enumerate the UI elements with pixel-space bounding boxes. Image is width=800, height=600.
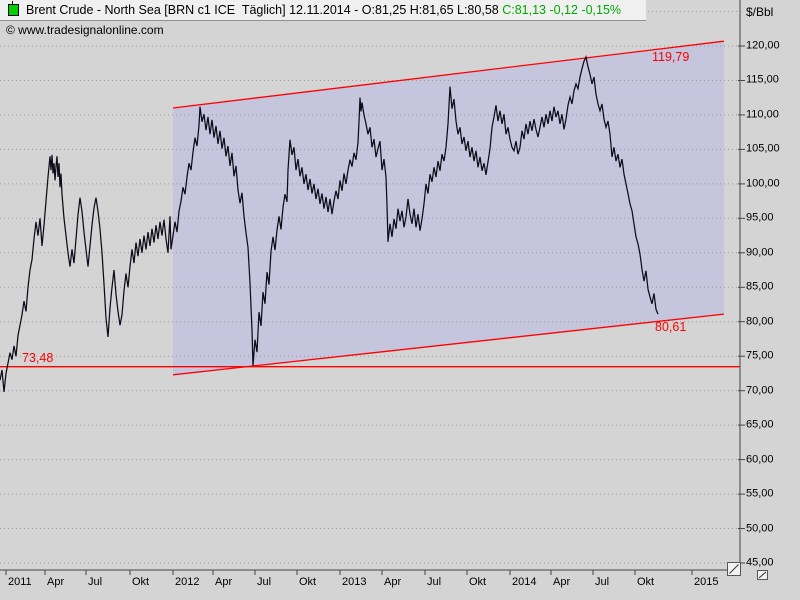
price-axis-label[interactable]: 85,00 (746, 280, 774, 293)
time-axis-label[interactable]: Okt (132, 576, 150, 588)
price-axis-label[interactable]: 45,00 (746, 556, 774, 569)
plot-resize-handle[interactable] (727, 562, 741, 576)
time-axis-label[interactable]: 2013 (342, 576, 367, 588)
price-axis-label[interactable]: 80,00 (746, 315, 774, 328)
chart-title-main: Brent Crude - North Sea [BRN c1 ICE Tägl… (26, 3, 503, 17)
price-axis-label[interactable]: 120,00 (746, 39, 780, 52)
time-axis-label[interactable]: 2015 (694, 576, 719, 588)
time-axis-label[interactable]: Jul (427, 576, 442, 588)
price-axis-label[interactable]: 95,00 (746, 211, 774, 224)
time-axis-label[interactable]: Okt (469, 576, 487, 588)
axis-resize-handle[interactable] (757, 570, 768, 580)
time-axis-label[interactable]: 2012 (175, 576, 200, 588)
trend-line-lower[interactable] (172, 313, 725, 376)
price-axis-label[interactable]: 90,00 (746, 246, 774, 259)
trend-channel-fill (173, 41, 724, 375)
time-axis-label[interactable]: Apr (553, 576, 571, 588)
price-annotation: 73,48 (22, 351, 54, 365)
time-axis-label[interactable]: 2014 (512, 576, 537, 588)
price-axis-label[interactable]: 100,00 (746, 177, 780, 190)
price-unit-label: $/Bbl (746, 5, 774, 19)
trend-line-upper[interactable] (172, 40, 725, 109)
time-axis-label[interactable]: Jul (88, 576, 103, 588)
price-annotation: 80,61 (655, 320, 687, 334)
price-axis-label[interactable]: 75,00 (746, 349, 774, 362)
time-axis-label[interactable]: Okt (637, 576, 655, 588)
title-bar[interactable]: Brent Crude - North Sea [BRN c1 ICE Tägl… (0, 0, 646, 21)
price-series[interactable] (0, 55, 659, 393)
price-axis-label[interactable]: 65,00 (746, 418, 774, 431)
price-axis-label[interactable]: 55,00 (746, 487, 774, 500)
chart-title: Brent Crude - North Sea [BRN c1 ICE Tägl… (26, 3, 621, 17)
price-axis-label[interactable]: 105,00 (746, 142, 780, 155)
price-axis-label[interactable]: 60,00 (746, 453, 774, 466)
chart-title-close: C:81,13 -0,12 -0,15% (502, 3, 622, 17)
price-annotation: 119,79 (652, 50, 690, 64)
time-axis-label[interactable]: Apr (47, 576, 65, 588)
price-axis-label[interactable]: 110,00 (746, 108, 779, 121)
time-axis-label[interactable]: Okt (299, 576, 317, 588)
green-candle-icon (8, 1, 19, 16)
time-axis-label[interactable]: Apr (215, 576, 233, 588)
time-axis-label[interactable]: 2011 (8, 576, 32, 588)
price-axis-label[interactable]: 70,00 (746, 384, 774, 397)
price-axis-label[interactable]: 115,00 (746, 73, 779, 86)
copyright-label: © www.tradesignalonline.com (6, 23, 164, 37)
time-axis-label[interactable]: Jul (595, 576, 610, 588)
price-axis-label[interactable]: 50,00 (746, 522, 774, 535)
time-axis-label[interactable]: Apr (384, 576, 402, 588)
time-axis-label[interactable]: Jul (257, 576, 272, 588)
